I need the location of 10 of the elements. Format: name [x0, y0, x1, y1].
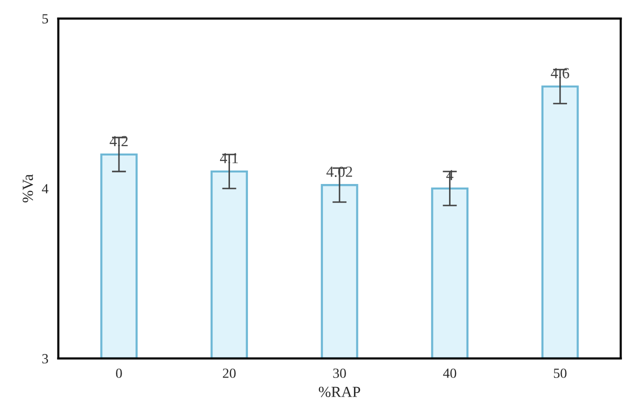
y-tick-label: 5: [42, 14, 48, 24]
x-axis-title: %RAP: [318, 386, 360, 398]
x-tick-label: 0: [116, 368, 122, 378]
x-tick-label: 40: [443, 368, 456, 378]
x-tick-label: 20: [222, 368, 236, 378]
y-tick-label: 3: [42, 354, 48, 364]
y-axis-title: %Va: [22, 174, 34, 202]
x-tick-label: 30: [333, 368, 346, 378]
y-tick-label: 4: [42, 184, 48, 194]
x-tick-label: 50: [554, 368, 566, 378]
